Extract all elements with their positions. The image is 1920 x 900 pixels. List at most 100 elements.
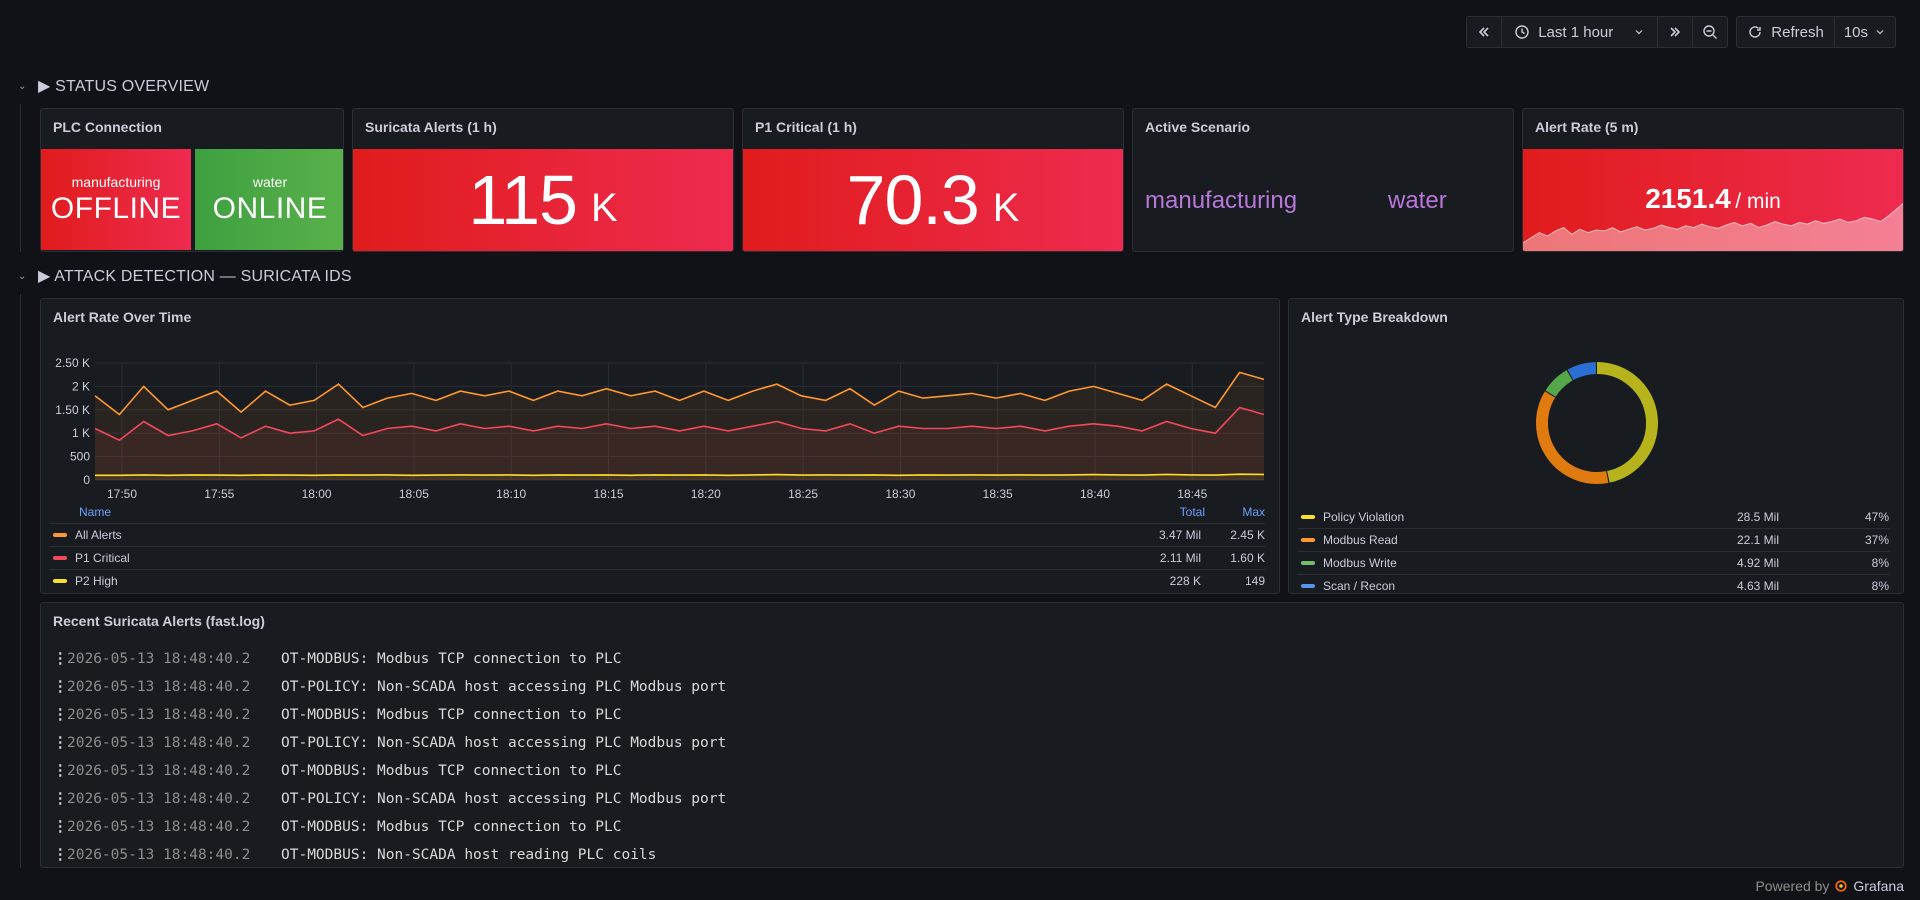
panel-alert-rate: Alert Rate (5 m) 2151.4 / min [1522,108,1904,252]
refresh-controls: Refresh 10s [1736,16,1896,48]
log-menu-icon[interactable]: ⋮ [53,735,68,751]
refresh-button[interactable]: Refresh [1737,17,1835,47]
x-tick-label: 18:35 [983,487,1013,499]
legend-swatch [1301,584,1315,588]
chart-legend: Name Total Max All Alerts 3.47 Mil 2.45 … [49,505,1265,591]
plc-status-manufacturing: manufacturing OFFLINE [41,149,191,250]
legend-total: 228 K [1169,574,1201,588]
log-line[interactable]: ⋮ 2026-05-13 18:48:40.2 OT-POLICY: Non-S… [53,729,1891,757]
panel-title: Recent Suricata Alerts (fast.log) [53,613,265,629]
log-menu-icon[interactable]: ⋮ [53,847,68,863]
sparkline-line [1523,203,1903,244]
legend-item[interactable]: P2 High 228 K 149 [49,569,1265,592]
x-tick-label: 18:00 [302,487,332,499]
series-area [95,407,1264,480]
log-message: OT-MODBUS: Modbus TCP connection to PLC [281,651,622,667]
log-line[interactable]: ⋮ 2026-05-13 18:48:40.2 OT-MODBUS: Modbu… [53,701,1891,729]
log-menu-icon[interactable]: ⋮ [53,707,68,723]
stat-value: 70.3 [846,161,980,239]
shift-back-button[interactable] [1467,17,1503,47]
legend-max: 2.45 K [1230,528,1265,542]
legend-header-total[interactable]: Total [1179,505,1205,519]
log-timestamp: 2026-05-13 18:48:40.2 [67,819,251,835]
log-line[interactable]: ⋮ 2026-05-13 18:48:40.2 OT-MODBUS: Modbu… [53,757,1891,785]
plc-state: ONLINE [212,191,328,225]
chevron-down-icon: ⌄ [18,80,27,92]
log-message: OT-MODBUS: Non-SCADA host reading PLC co… [281,847,657,863]
log-message: OT-MODBUS: Modbus TCP connection to PLC [281,763,622,779]
plc-state: OFFLINE [50,191,182,225]
log-menu-icon[interactable]: ⋮ [53,819,68,835]
log-line[interactable]: ⋮ 2026-05-13 18:48:40.2 OT-POLICY: Non-S… [53,673,1891,701]
time-range-picker[interactable]: Last 1 hour [1502,17,1659,47]
time-range-label: Last 1 hour [1538,23,1614,41]
scenario-value: manufacturing [1145,187,1298,214]
row-title: ▶ ATTACK DETECTION — SURICATA IDS [38,268,352,285]
panel-alert-type-breakdown: Alert Type Breakdown Policy Violation 28… [1288,298,1904,594]
chart-legend: Policy Violation 28.5 Mil 47% Modbus Rea… [1297,505,1889,593]
log-timestamp: 2026-05-13 18:48:40.2 [67,763,251,779]
row-status-overview[interactable]: ⌄ ▶ STATUS OVERVIEW [18,76,209,96]
log-list: ⋮ 2026-05-13 18:48:40.2 OT-MODBUS: Modbu… [53,645,1891,867]
refresh-interval-picker[interactable]: 10s [1835,17,1895,47]
pie-slice [1536,391,1609,484]
log-message: OT-POLICY: Non-SCADA host accessing PLC … [281,735,727,751]
footer-brand[interactable]: Grafana [1853,878,1904,894]
y-tick-label: 2 K [72,379,90,393]
log-message: OT-POLICY: Non-SCADA host accessing PLC … [281,679,727,695]
panel-title: Active Scenario [1145,119,1251,135]
legend-item[interactable]: Modbus Write 4.92 Mil 8% [1297,551,1889,574]
legend-header-max[interactable]: Max [1242,505,1265,519]
chevron-down-icon [1633,26,1645,38]
log-menu-icon[interactable]: ⋮ [53,679,68,695]
panel-title: Alert Rate (5 m) [1535,119,1639,135]
legend-swatch [1301,538,1315,542]
stat-value: 115 [468,161,578,239]
legend-value: 4.92 Mil [1736,556,1779,570]
plc-name: water [252,173,288,190]
log-line[interactable]: ⋮ 2026-05-13 18:48:40.2 OT-MODBUS: Modbu… [53,645,1891,673]
legend-header-name: Name [79,505,112,519]
shift-forward-button[interactable] [1658,17,1694,47]
legend-item[interactable]: All Alerts 3.47 Mil 2.45 K [49,523,1265,546]
legend-label: Modbus Write [1323,556,1397,570]
legend-label: P1 Critical [75,551,130,565]
legend-item[interactable]: Policy Violation 28.5 Mil 47% [1297,505,1889,528]
legend-item[interactable]: Scan / Recon 4.63 Mil 8% [1297,574,1889,593]
log-timestamp: 2026-05-13 18:48:40.2 [67,707,251,723]
refresh-label: Refresh [1771,23,1824,41]
log-timestamp: 2026-05-13 18:48:40.2 [67,847,251,863]
legend-value: 28.5 Mil [1736,509,1779,524]
scenario-value: water [1388,187,1447,214]
y-tick-label: 1 K [72,426,90,440]
log-menu-icon[interactable]: ⋮ [53,763,68,779]
stat-value-area: 70.3 K [743,149,1123,251]
legend-item[interactable]: P1 Critical 2.11 Mil 1.60 K [49,546,1265,569]
log-line[interactable]: ⋮ 2026-05-13 18:48:40.2 OT-MODBUS: Modbu… [53,813,1891,841]
row-title: ▶ STATUS OVERVIEW [38,78,210,95]
log-line[interactable]: ⋮ 2026-05-13 18:48:40.2 OT-MODBUS: Non-S… [53,841,1891,867]
series-line [95,473,1265,477]
stat-unit: / min [1735,190,1781,213]
footer-powered: Powered by [1755,878,1830,894]
zoom-out-button[interactable] [1693,17,1727,47]
panel-recent-alerts: Recent Suricata Alerts (fast.log) ⋮ 2026… [40,602,1904,868]
log-menu-icon[interactable]: ⋮ [53,651,68,667]
zoom-out-icon [1702,24,1718,40]
panel-active-scenario: Active Scenario manufacturing water [1132,108,1514,252]
legend-swatch [53,556,67,560]
pie-slice [1596,362,1658,483]
pie-slice [1545,370,1573,397]
legend-max: 1.60 K [1230,551,1265,565]
donut-chart [1536,362,1658,484]
y-tick-label: 2.50 K [55,356,90,370]
legend-label: All Alerts [75,528,122,542]
x-tick-label: 18:45 [1177,487,1207,499]
legend-item[interactable]: Modbus Read 22.1 Mil 37% [1297,528,1889,551]
log-menu-icon[interactable]: ⋮ [53,791,68,807]
stat-unit: K [992,185,1020,230]
log-line[interactable]: ⋮ 2026-05-13 18:48:40.2 OT-POLICY: Non-S… [53,785,1891,813]
stat-unit: K [590,185,618,230]
row-attack-detection[interactable]: ⌄ ▶ ATTACK DETECTION — SURICATA IDS [18,266,352,286]
double-chevron-right-icon [1667,24,1683,40]
